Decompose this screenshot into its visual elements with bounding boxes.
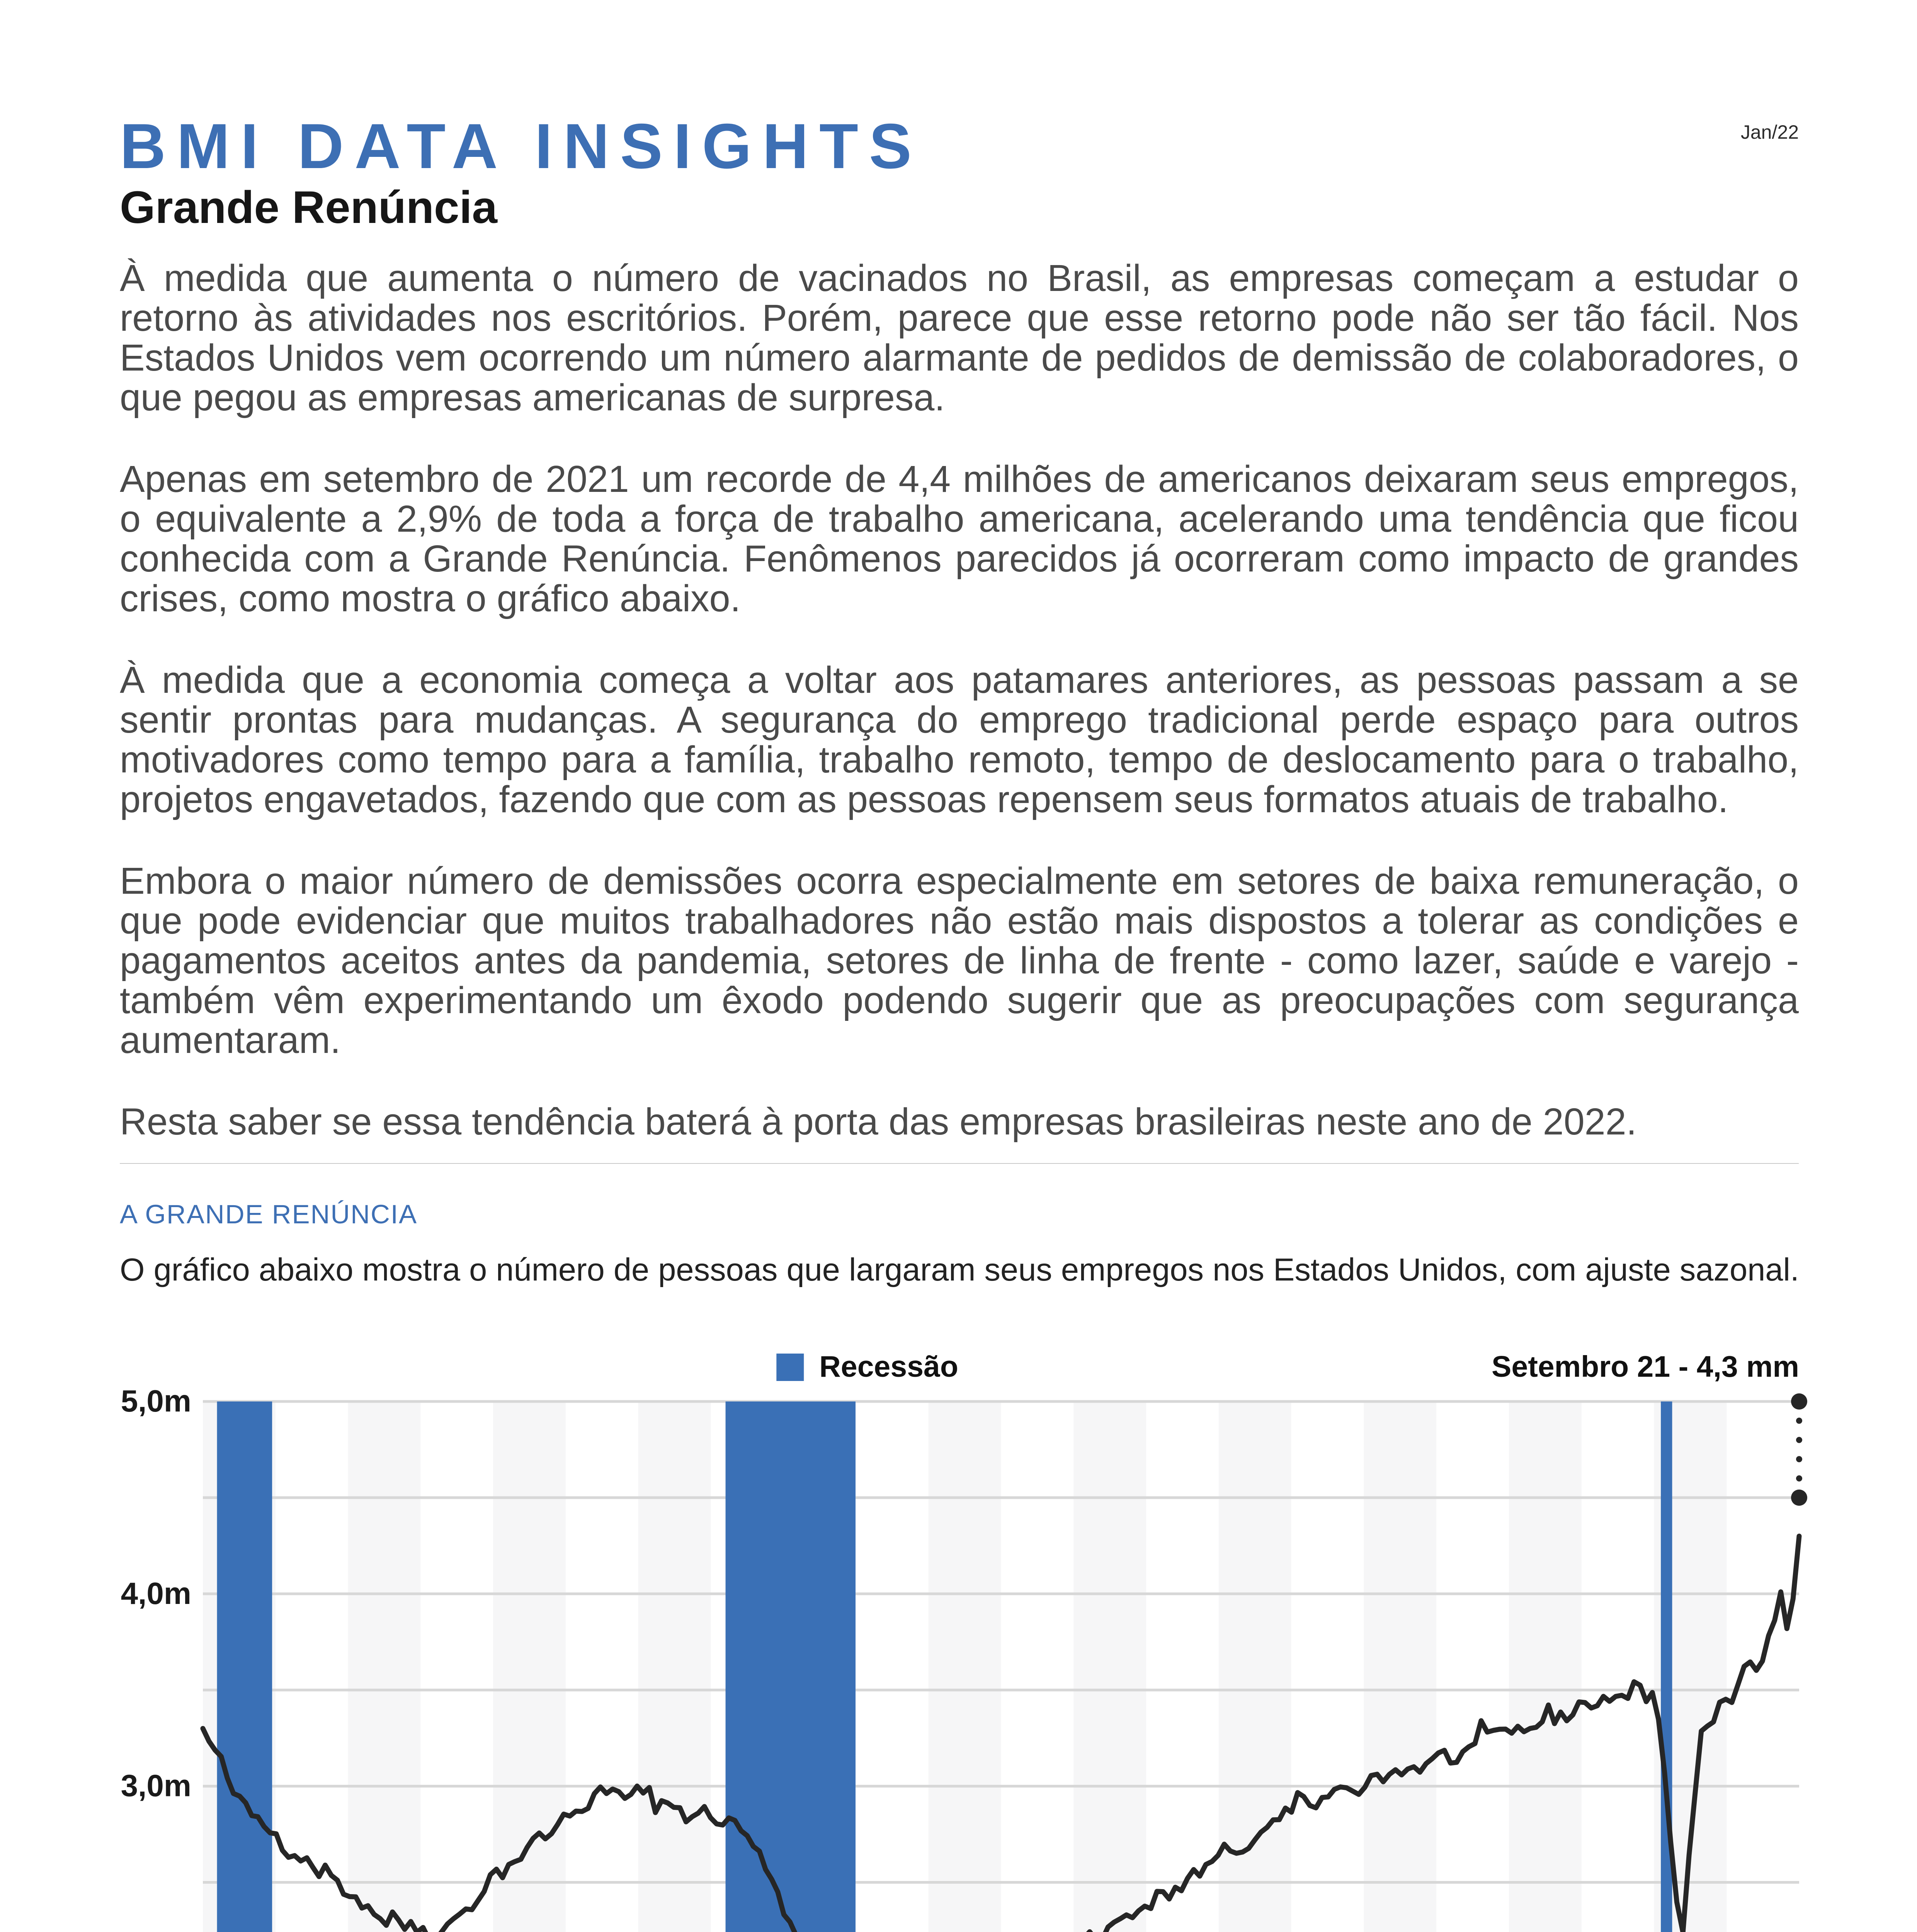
- svg-text:3,0m: 3,0m: [121, 1769, 191, 1803]
- svg-text:Setembro 21 - 4,3 mm: Setembro 21 - 4,3 mm: [1492, 1350, 1799, 1383]
- svg-text:4,0m: 4,0m: [121, 1576, 191, 1611]
- svg-text:5,0m: 5,0m: [121, 1384, 191, 1418]
- svg-text:Recessão: Recessão: [819, 1350, 958, 1383]
